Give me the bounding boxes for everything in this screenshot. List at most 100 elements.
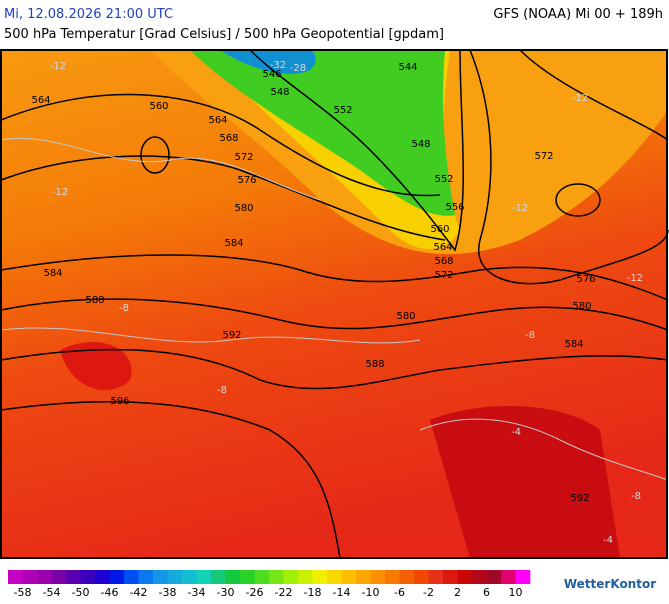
temperature-label: -12 xyxy=(512,203,528,214)
colorbar-swatch xyxy=(240,570,255,584)
geopotential-label: 572 xyxy=(234,152,253,163)
title: 500 hPa Temperatur [Grad Celsius] / 500 … xyxy=(4,27,444,42)
colorbar-swatch xyxy=(443,570,458,584)
geopotential-label: 568 xyxy=(434,256,453,267)
geopotential-label: 552 xyxy=(434,174,453,185)
colorbar-tick-label: -14 xyxy=(333,586,351,599)
temperature-label: -8 xyxy=(217,385,227,396)
temperature-label: -12 xyxy=(52,187,68,198)
geopotential-label: 580 xyxy=(572,301,591,312)
geopotential-label: 560 xyxy=(149,101,168,112)
colorbar-tick-label: -58 xyxy=(14,586,32,599)
colorbar-tick-label: 6 xyxy=(483,586,490,599)
geopotential-label: 576 xyxy=(576,274,595,285)
geopotential-label: 596 xyxy=(110,396,129,407)
colorbar-swatch xyxy=(356,570,371,584)
colorbar-tick-label: -30 xyxy=(217,586,235,599)
geopotential-label: 592 xyxy=(222,330,241,341)
colorbar-swatch xyxy=(22,570,38,584)
colorbar-tick-label: -2 xyxy=(423,586,434,599)
colorbar-tick-label: -18 xyxy=(304,586,322,599)
geopotential-label: 556 xyxy=(445,202,464,213)
date: Mi, 12.08.2026 21:00 UTC xyxy=(4,7,173,22)
geopotential-label: 544 xyxy=(398,62,417,73)
temperature-label: -8 xyxy=(525,330,535,341)
colorbar-swatch xyxy=(457,570,473,584)
colorbar-tick-label: -6 xyxy=(394,586,405,599)
geopotential-label: 580 xyxy=(234,203,253,214)
geopotential-label: 576 xyxy=(237,175,256,186)
geopotential-label: 568 xyxy=(219,133,238,144)
geopotential-label: 560 xyxy=(430,224,449,235)
geopotential-label: 548 xyxy=(270,87,289,98)
colorbar-tick-label: -26 xyxy=(246,586,264,599)
colorbar-swatch xyxy=(109,570,125,584)
colorbar-swatch xyxy=(501,570,516,584)
colorbar-swatch xyxy=(51,570,67,584)
colorbar-swatch xyxy=(327,570,342,584)
colorbar-swatch xyxy=(269,570,284,584)
colorbar-swatch xyxy=(341,570,357,584)
colorbar-tick-label: -54 xyxy=(43,586,61,599)
colorbar-swatch xyxy=(167,570,183,584)
temperature-labels: -12 -12 -8 -8 -12 -12 -8 -4 -4 -8 -12 -28 -32 xyxy=(50,60,643,546)
colorbar-swatch xyxy=(515,570,531,584)
colorbar-swatch xyxy=(138,570,154,584)
colorbar-swatch xyxy=(8,570,23,584)
geopotential-labels: 564 560 564 568 572 576 580 584 584 588 592 596 588 5… xyxy=(31,62,595,504)
temperature-label: -8 xyxy=(119,303,129,314)
geopotential-label: 584 xyxy=(564,339,583,350)
geopotential-label: 548 xyxy=(411,139,430,150)
temperature-label: -12 xyxy=(50,61,66,72)
colorbar-swatch xyxy=(283,570,299,584)
temperature-label: -32 xyxy=(270,60,286,71)
geopotential-label: 580 xyxy=(396,311,415,322)
colorbar-swatch xyxy=(182,570,197,584)
colorbar-tick-label: -46 xyxy=(101,586,119,599)
colorbar-tick-label: -50 xyxy=(72,586,90,599)
colorbar-tick-label: -34 xyxy=(188,586,206,599)
colorbar-tick-label: -10 xyxy=(362,586,380,599)
temperature-label: -12 xyxy=(572,93,588,104)
map xyxy=(0,49,669,559)
colorbar-swatch xyxy=(124,570,139,584)
geopotential-label: 584 xyxy=(43,268,62,279)
geopotential-label: 592 xyxy=(570,493,589,504)
geopotential-label: 564 xyxy=(208,115,227,126)
geopotential-label: 564 xyxy=(31,95,50,106)
colorbar-swatch xyxy=(399,570,415,584)
geopotential-label: 572 xyxy=(434,270,453,281)
colorbar-swatch xyxy=(37,570,52,584)
geopotential-label: 546 xyxy=(262,69,281,80)
colorbar: -58 -54 -50 -46 -42 -38 -34 -30 -26 -22 -18 -14 -10-… xyxy=(8,570,531,599)
temperature-label: -8 xyxy=(631,491,641,502)
colorbar-swatch xyxy=(312,570,328,584)
temperature-label: -12 xyxy=(627,273,643,284)
model: GFS (NOAA) Mi 00 + 189h xyxy=(493,7,663,22)
colorbar-swatch xyxy=(298,570,313,584)
geopotential-label: 588 xyxy=(365,359,384,370)
colorbar-swatch xyxy=(225,570,241,584)
colorbar-swatch xyxy=(414,570,429,584)
colorbar-swatch xyxy=(95,570,110,584)
colorbar-swatch xyxy=(385,570,400,584)
geopotential-label: 564 xyxy=(433,242,452,253)
colorbar-tick-label: -22 xyxy=(275,586,293,599)
temperature-label: -4 xyxy=(511,427,521,438)
colorbar-swatch xyxy=(211,570,226,584)
colorbar-swatch xyxy=(254,570,270,584)
colorbar-tick-label: -42 xyxy=(130,586,148,599)
geopotential-label: 572 xyxy=(534,151,553,162)
colorbar-swatch xyxy=(370,570,386,584)
geopotential-label: 584 xyxy=(224,238,243,249)
colorbar-swatch xyxy=(486,570,502,584)
colorbar-swatch xyxy=(80,570,96,584)
colorbar-swatch xyxy=(428,570,444,584)
colorbar-swatch xyxy=(153,570,168,584)
temperature-label: -4 xyxy=(603,535,613,546)
colorbar-swatch xyxy=(66,570,81,584)
colorbar-tick-label: 2 xyxy=(454,586,461,599)
geopotential-label: 552 xyxy=(333,105,352,116)
colorbar-swatch xyxy=(472,570,487,584)
